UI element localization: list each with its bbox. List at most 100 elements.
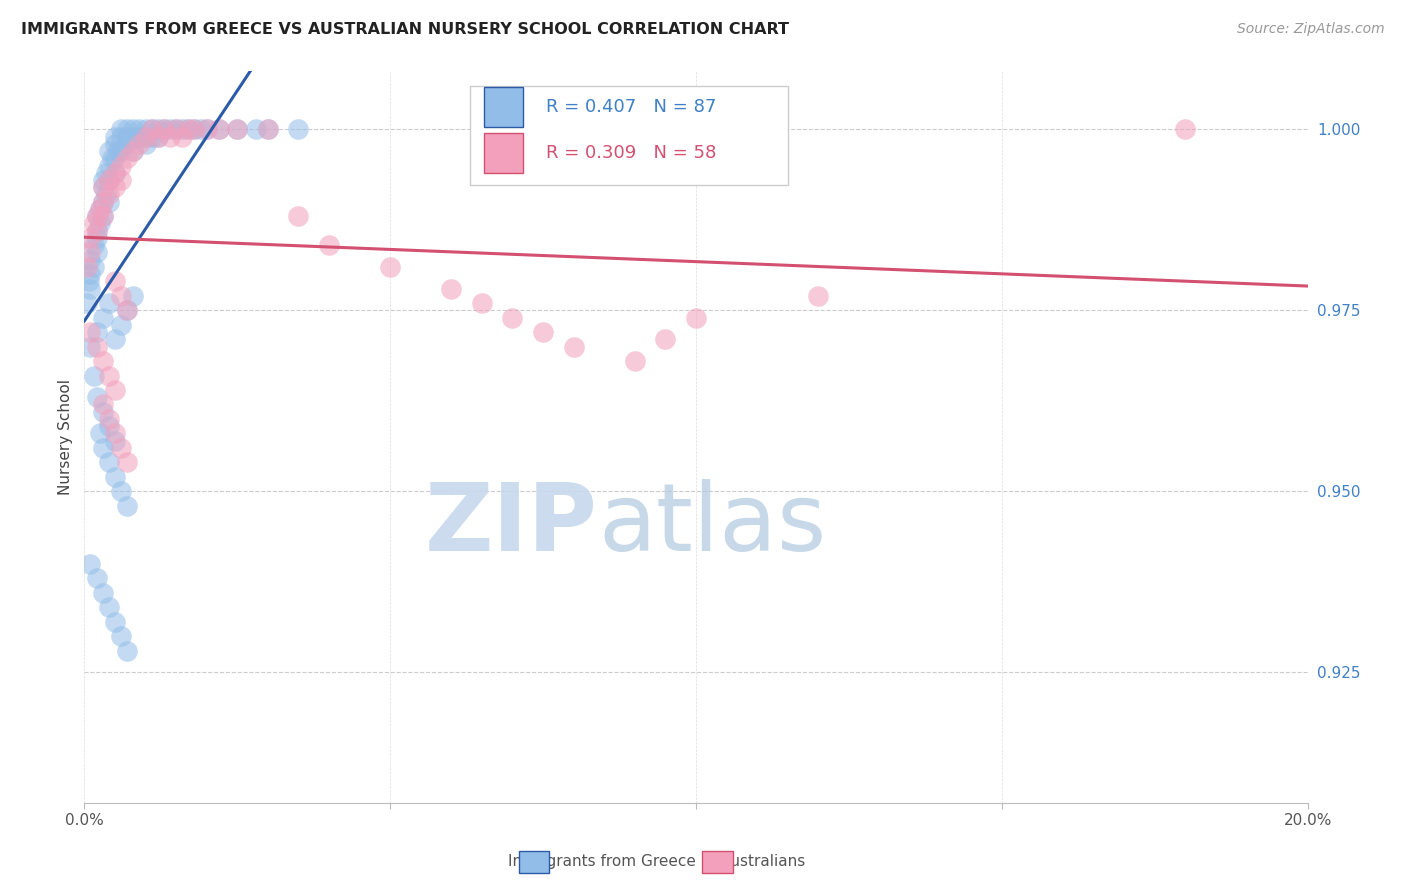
Point xyxy=(94,187,117,202)
Point xyxy=(83,260,105,274)
Point xyxy=(135,129,157,144)
Text: Immigrants from Greece: Immigrants from Greece xyxy=(508,854,696,869)
Point xyxy=(226,122,249,136)
Point xyxy=(97,194,120,209)
Point xyxy=(79,325,101,339)
Point xyxy=(128,136,150,151)
Point xyxy=(97,159,120,173)
Point xyxy=(135,136,157,151)
Point xyxy=(91,586,114,600)
Point xyxy=(110,144,132,158)
Point xyxy=(257,122,280,136)
Point xyxy=(86,224,108,238)
Point xyxy=(104,129,127,144)
Point xyxy=(110,173,132,187)
Point xyxy=(685,310,707,325)
Point xyxy=(115,303,138,318)
Point xyxy=(177,122,200,136)
Point xyxy=(257,122,280,136)
Text: Source: ZipAtlas.com: Source: ZipAtlas.com xyxy=(1237,22,1385,37)
Point xyxy=(97,173,120,187)
Point xyxy=(97,187,120,202)
Point xyxy=(89,426,111,441)
Point xyxy=(79,252,101,267)
Point xyxy=(208,122,231,136)
Point xyxy=(122,144,145,158)
Point xyxy=(79,245,101,260)
Point xyxy=(79,557,101,571)
Point xyxy=(245,122,267,136)
Point xyxy=(86,224,108,238)
Point xyxy=(115,136,138,151)
FancyBboxPatch shape xyxy=(519,851,550,873)
Point xyxy=(141,129,163,144)
Point xyxy=(91,173,114,187)
Point xyxy=(107,144,129,158)
Point xyxy=(380,260,402,274)
Point xyxy=(159,129,181,144)
Point xyxy=(86,209,108,223)
Point xyxy=(104,166,127,180)
Point xyxy=(110,159,132,173)
Point xyxy=(91,354,114,368)
Point xyxy=(471,296,494,310)
Point xyxy=(94,166,117,180)
Point xyxy=(115,644,138,658)
Point xyxy=(104,166,127,180)
Point xyxy=(141,122,163,136)
Point xyxy=(172,129,194,144)
Point xyxy=(208,122,231,136)
Point xyxy=(141,122,163,136)
Point xyxy=(101,151,124,165)
Point xyxy=(91,194,114,209)
Point xyxy=(89,202,111,216)
Point xyxy=(104,151,127,165)
Text: R = 0.407   N = 87: R = 0.407 N = 87 xyxy=(546,98,716,116)
Point xyxy=(115,122,138,136)
Point xyxy=(97,412,120,426)
Point xyxy=(79,231,101,245)
Point xyxy=(110,441,132,455)
Point xyxy=(177,122,200,136)
Point xyxy=(97,296,120,310)
Point xyxy=(110,289,132,303)
Point xyxy=(79,282,101,296)
Point xyxy=(115,499,138,513)
Point xyxy=(89,202,111,216)
Point xyxy=(104,426,127,441)
Point xyxy=(115,455,138,469)
Point xyxy=(110,318,132,332)
Point xyxy=(115,303,138,318)
Point xyxy=(122,144,145,158)
Point xyxy=(195,122,218,136)
Text: atlas: atlas xyxy=(598,479,827,571)
Point xyxy=(165,122,187,136)
Point xyxy=(190,122,212,136)
Point xyxy=(502,310,524,325)
Point xyxy=(146,129,169,144)
Point xyxy=(86,340,108,354)
Point xyxy=(135,122,157,136)
Point xyxy=(172,122,194,136)
Point xyxy=(115,151,138,165)
FancyBboxPatch shape xyxy=(702,851,733,873)
Point xyxy=(104,615,127,629)
Point xyxy=(110,122,132,136)
Point xyxy=(122,122,145,136)
Point xyxy=(135,129,157,144)
Point xyxy=(86,209,108,223)
Point xyxy=(91,209,114,223)
Point xyxy=(104,434,127,448)
Point xyxy=(104,180,127,194)
Point xyxy=(146,129,169,144)
Point xyxy=(624,354,647,368)
Point xyxy=(91,310,114,325)
Point xyxy=(91,180,114,194)
Point xyxy=(97,600,120,615)
Point xyxy=(153,122,176,136)
Point xyxy=(159,122,181,136)
Point xyxy=(91,209,114,223)
Point xyxy=(97,419,120,434)
Point xyxy=(91,194,114,209)
Point xyxy=(287,209,309,223)
